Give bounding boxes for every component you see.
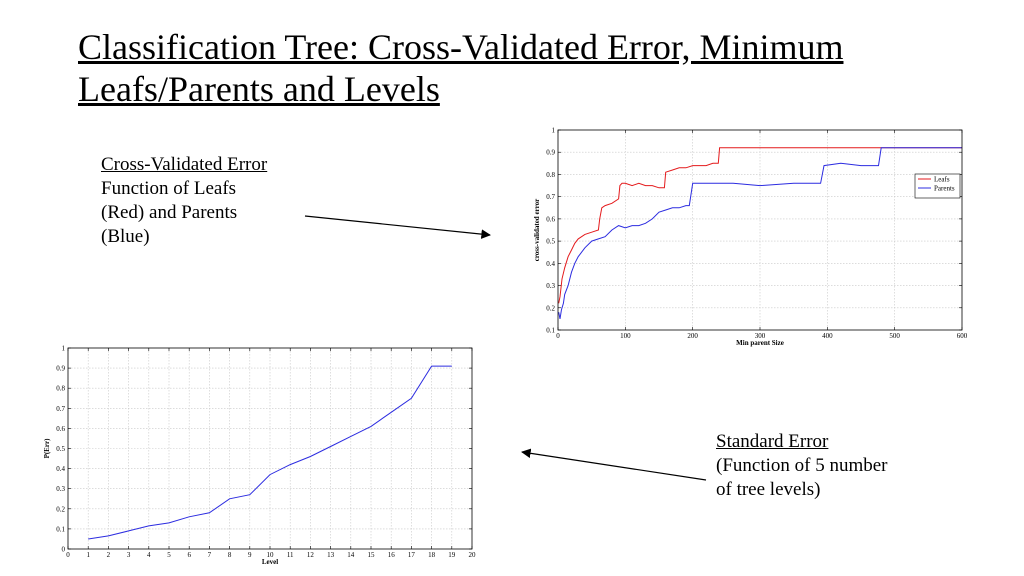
x-tick-label: 6 xyxy=(187,551,191,559)
x-tick-label: 200 xyxy=(687,332,698,340)
y-tick-label: 0.3 xyxy=(56,485,65,493)
x-tick-label: 2 xyxy=(107,551,111,559)
std-error-heading: Standard Error xyxy=(716,431,829,452)
x-tick-label: 1 xyxy=(86,551,90,559)
series-line xyxy=(558,147,962,304)
y-tick-label: 0.2 xyxy=(546,304,555,312)
x-axis-label: Min parent Size xyxy=(736,339,784,347)
y-tick-label: 0.4 xyxy=(56,465,65,473)
cv-error-note: Cross-Validated Error Function of Leafs … xyxy=(101,153,301,249)
y-tick-label: 0.7 xyxy=(56,405,65,413)
y-tick-label: 0.8 xyxy=(546,171,555,179)
y-tick-label: 0.8 xyxy=(56,385,65,393)
std-error-line: (Function of 5 number xyxy=(716,455,888,476)
x-tick-label: 20 xyxy=(469,551,477,559)
y-tick-label: 0 xyxy=(62,546,66,554)
x-tick-label: 500 xyxy=(889,332,900,340)
x-tick-label: 7 xyxy=(208,551,212,559)
x-tick-label: 5 xyxy=(167,551,171,559)
y-tick-label: 0.1 xyxy=(546,327,555,335)
pointer-arrow xyxy=(521,448,707,481)
y-tick-label: 1 xyxy=(62,345,66,353)
y-tick-label: 0.3 xyxy=(546,282,555,290)
cv-error-heading: Cross-Validated Error xyxy=(101,154,268,175)
legend-entry: Leafs xyxy=(934,176,950,184)
x-tick-label: 19 xyxy=(448,551,456,559)
legend-box xyxy=(914,173,961,199)
x-tick-label: 14 xyxy=(347,551,355,559)
x-tick-label: 300 xyxy=(755,332,766,340)
x-tick-label: 4 xyxy=(147,551,151,559)
cv-error-line: (Blue) xyxy=(101,226,150,247)
x-tick-label: 600 xyxy=(957,332,968,340)
y-tick-label: 0.9 xyxy=(56,365,65,373)
x-tick-label: 13 xyxy=(327,551,335,559)
y-tick-label: 0.5 xyxy=(56,445,65,453)
x-tick-label: 15 xyxy=(368,551,376,559)
std-error-chart: 00.10.20.30.40.50.60.70.80.910 1 2 3 4 5 6 7 8 9 1… xyxy=(43,345,476,567)
y-axis-label: cross-validated error xyxy=(533,199,541,262)
y-axis-label: P(Err) xyxy=(43,438,51,458)
x-tick-label: 3 xyxy=(127,551,131,559)
cv-error-line: (Red) and Parents xyxy=(101,202,238,223)
y-tick-label: 0.1 xyxy=(56,525,65,533)
x-tick-label: 12 xyxy=(307,551,315,559)
std-error-note: Standard Error (Function of 5 number of … xyxy=(716,430,936,502)
pointer-arrow xyxy=(304,215,491,239)
cv-error-line: Function of Leafs xyxy=(101,178,237,199)
y-tick-label: 0.2 xyxy=(56,505,65,513)
series-line xyxy=(558,147,962,319)
series-line xyxy=(88,365,452,540)
x-tick-label: 9 xyxy=(248,551,252,559)
slide-title: Classification Tree: Cross-Validated Err… xyxy=(78,27,844,109)
y-tick-label: 0.6 xyxy=(56,425,65,433)
x-axis-label: Level xyxy=(262,558,278,566)
y-tick-label: 1 xyxy=(552,127,556,135)
std-error-line: of tree levels) xyxy=(716,479,821,500)
x-tick-label: 18 xyxy=(428,551,436,559)
x-tick-label: 0 xyxy=(66,551,70,559)
x-tick-label: 100 xyxy=(620,332,631,340)
y-tick-label: 0.9 xyxy=(546,149,555,157)
y-tick-label: 0.5 xyxy=(546,238,555,246)
x-tick-label: 11 xyxy=(287,551,294,559)
x-tick-label: 17 xyxy=(408,551,416,559)
x-tick-label: 0 xyxy=(556,332,560,340)
x-tick-label: 8 xyxy=(228,551,232,559)
x-tick-label: 400 xyxy=(822,332,833,340)
x-tick-label: 10 xyxy=(267,551,275,559)
y-tick-label: 0.7 xyxy=(546,193,555,201)
y-tick-label: 0.6 xyxy=(546,215,555,223)
legend-entry: Parents xyxy=(934,185,955,193)
cv-error-chart: 0.1 0.2 0.3 0.4 0.5 0.6 0.7 0.8 0.9 1 0 100 200 300 40… xyxy=(533,127,968,348)
y-tick-label: 0.4 xyxy=(546,260,555,268)
x-tick-label: 16 xyxy=(388,551,396,559)
